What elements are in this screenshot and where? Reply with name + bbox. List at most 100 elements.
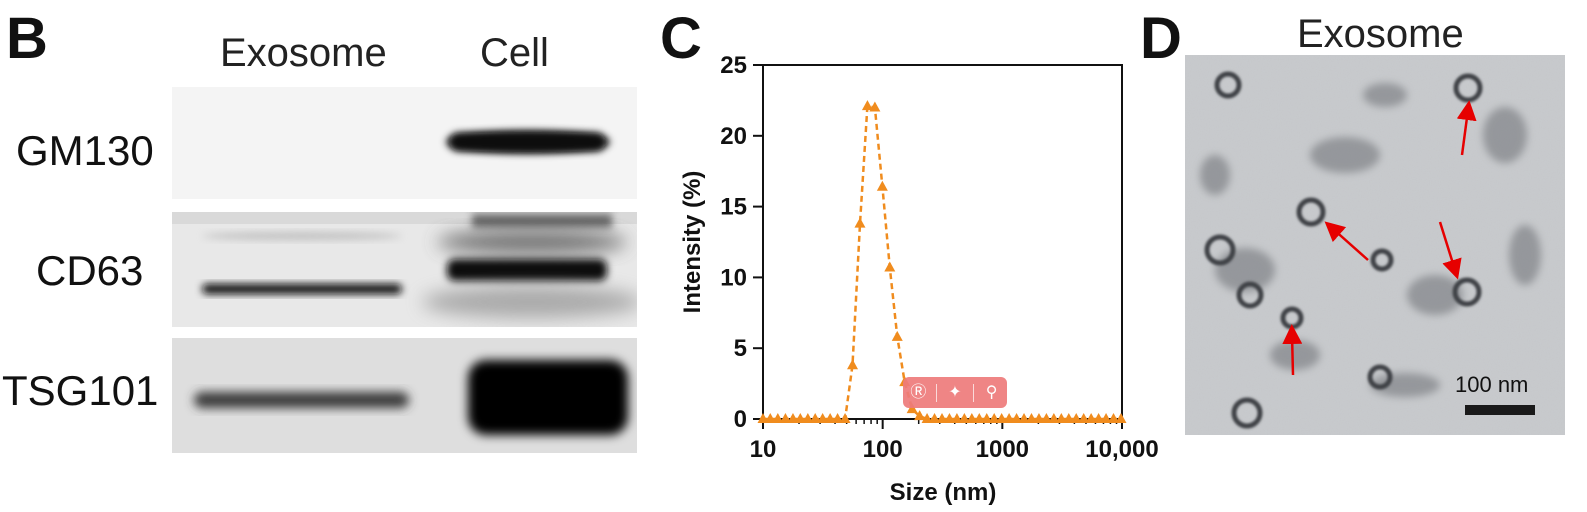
vesicle: [1231, 397, 1263, 429]
y-tick-label: 0: [734, 406, 747, 433]
arrow-annotation: [1438, 221, 1462, 280]
series-line: [763, 104, 1121, 421]
data-point: [772, 413, 784, 423]
data-point: [832, 413, 844, 423]
data-point: [779, 413, 791, 423]
magic-wand-icon[interactable]: ✦: [948, 383, 962, 401]
data-point: [906, 403, 918, 414]
data-point: [973, 413, 985, 423]
blot-strip-cd63: [172, 212, 637, 327]
data-point: [958, 413, 970, 423]
y-tick-label: 5: [734, 335, 747, 362]
data-point: [876, 180, 888, 191]
arrow-annotation: [1324, 221, 1369, 261]
arrow-annotation: [1456, 100, 1477, 156]
data-point: [1025, 413, 1037, 423]
band-cd63-exosome-faint: [202, 232, 402, 240]
data-point: [757, 413, 769, 423]
band-tsg101-exosome: [194, 392, 409, 408]
data-point: [817, 413, 829, 423]
arrow-annotation: [1282, 324, 1303, 376]
data-point: [929, 413, 941, 423]
data-point: [1018, 413, 1030, 423]
data-point: [966, 413, 978, 423]
data-point: [1055, 413, 1067, 423]
data-point: [951, 413, 963, 423]
data-point: [854, 217, 866, 228]
vesicle: [1204, 234, 1236, 266]
toolbar-divider: [936, 383, 938, 402]
data-point: [1100, 413, 1112, 423]
x-tick-label: 10: [750, 436, 777, 463]
data-point: [1048, 413, 1060, 423]
panel-c-letter: C: [660, 6, 702, 71]
vesicle: [1452, 277, 1482, 307]
data-point: [1033, 413, 1045, 423]
ai-icon[interactable]: Ⓡ: [910, 383, 927, 401]
data-point: [1063, 413, 1075, 423]
blot-row-label-cd63: CD63: [36, 247, 144, 294]
data-point: [809, 413, 821, 423]
vesicle: [1296, 197, 1326, 227]
blot-column-label-exosome: Exosome: [220, 31, 387, 75]
chart-y-axis-label: Intensity (%): [679, 171, 706, 314]
plot-frame: [762, 64, 1123, 420]
data-point: [802, 413, 814, 423]
data-point: [891, 330, 903, 341]
tem-micrograph: [1185, 55, 1565, 435]
data-point: [1070, 413, 1082, 423]
data-point: [1078, 413, 1090, 423]
y-tick-label: 15: [720, 194, 747, 221]
data-point: [764, 413, 776, 423]
band-cd63-exosome: [202, 284, 402, 294]
vesicle: [1214, 71, 1242, 99]
panel-d-letter: D: [1140, 6, 1182, 71]
vesicle: [1236, 281, 1264, 309]
panel-b-letter: B: [6, 6, 48, 71]
size-distribution-chart: 10 100 1000 10,000 0 5 10 15 20 25 Size (nm) Inte…: [679, 52, 1159, 506]
blot-column-label-cell: Cell: [480, 31, 549, 75]
y-tick-label: 25: [720, 52, 747, 79]
x-tick-label: 1000: [976, 436, 1029, 463]
tem-title: Exosome: [1297, 12, 1464, 56]
data-point: [884, 261, 896, 272]
scale-bar-label: 100 nm: [1455, 372, 1529, 397]
x-tick-label: 10,000: [1085, 436, 1158, 463]
data-point: [1093, 413, 1105, 423]
data-point: [1115, 413, 1127, 423]
data-point: [996, 413, 1008, 423]
x-tick-label: 100: [863, 436, 903, 463]
vesicle: [1453, 73, 1483, 103]
y-tick-label: 10: [720, 264, 747, 291]
vesicle: [1370, 248, 1394, 272]
search-icon[interactable]: ⚲: [985, 383, 998, 401]
blot-row-label-tsg101: TSG101: [2, 367, 159, 414]
data-point: [914, 410, 926, 421]
data-point: [1003, 413, 1015, 423]
y-tick-label: 20: [720, 123, 747, 150]
data-point: [1011, 413, 1023, 423]
data-point: [1108, 413, 1120, 423]
data-point: [869, 101, 881, 112]
data-point: [839, 413, 851, 423]
blot-strip-gm130: [172, 87, 637, 199]
vesicle: [1367, 364, 1393, 390]
data-point: [1040, 413, 1052, 423]
data-point: [1085, 413, 1097, 423]
blot-row-label-gm130: GM130: [16, 127, 154, 174]
band-tsg101-cell: [468, 360, 628, 435]
chart-x-axis-label: Size (nm): [890, 479, 997, 506]
data-point: [943, 413, 955, 423]
band-cd63-cell: [447, 259, 607, 281]
image-tools-overlay[interactable]: Ⓡ ✦ ⚲: [903, 377, 1007, 408]
toolbar-divider: [972, 383, 974, 402]
blot-strip-tsg101: [172, 338, 637, 453]
data-point: [921, 413, 933, 423]
data-point: [824, 413, 836, 423]
data-point: [787, 413, 799, 423]
data-point: [861, 100, 873, 111]
data-point: [988, 413, 1000, 423]
data-point: [847, 359, 859, 370]
data-point: [794, 413, 806, 423]
data-point: [981, 413, 993, 423]
